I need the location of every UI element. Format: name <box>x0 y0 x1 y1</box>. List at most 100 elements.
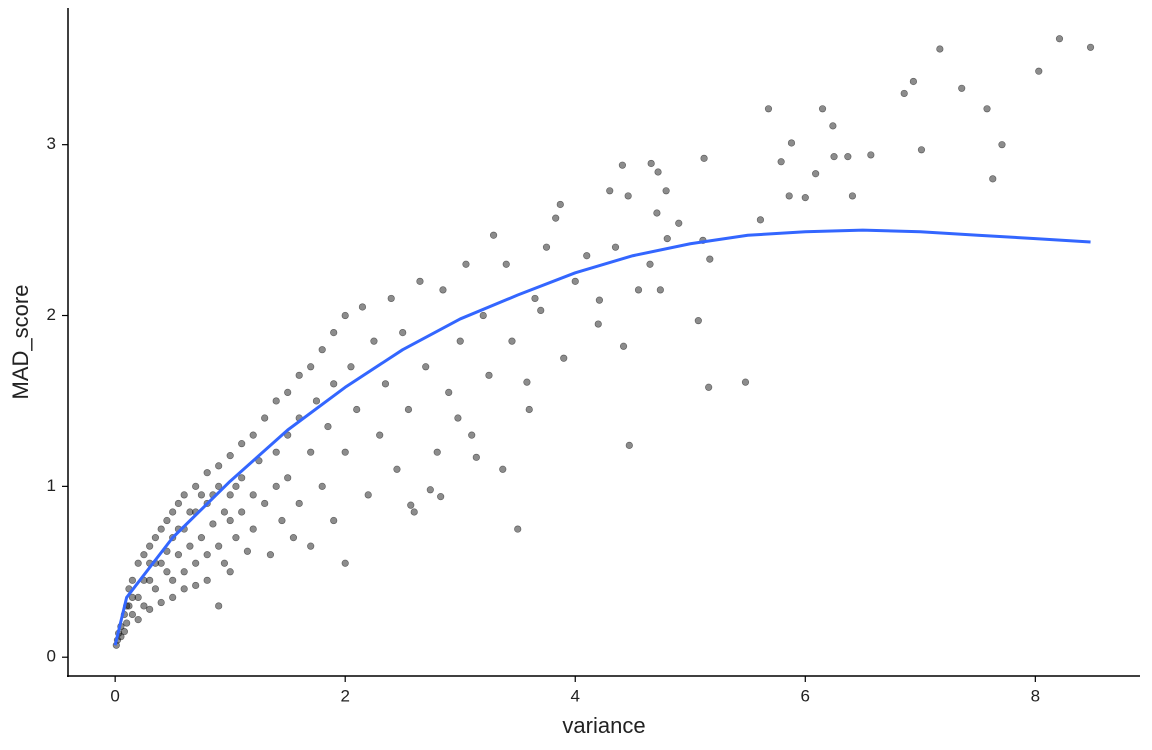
point <box>801 194 809 202</box>
point <box>989 175 997 183</box>
point <box>560 354 568 362</box>
point <box>284 388 292 396</box>
point <box>917 146 926 154</box>
point <box>180 568 188 576</box>
point <box>134 593 142 602</box>
point <box>531 294 539 303</box>
point <box>226 516 234 525</box>
point <box>232 482 240 490</box>
y-axis-title: MAD_score <box>8 285 33 400</box>
point <box>741 378 750 386</box>
point <box>146 605 154 613</box>
point <box>266 551 275 559</box>
point <box>272 448 280 456</box>
point <box>583 252 591 260</box>
point <box>358 303 367 311</box>
point <box>437 493 445 501</box>
point <box>215 542 223 550</box>
point <box>556 200 564 209</box>
point <box>663 235 671 243</box>
point <box>656 286 664 294</box>
point <box>307 363 315 371</box>
point <box>958 84 966 92</box>
point <box>341 559 349 567</box>
x-tick-label: 8 <box>1031 686 1040 705</box>
point <box>238 508 246 516</box>
point <box>634 286 643 294</box>
point <box>307 542 315 550</box>
point <box>829 122 837 130</box>
point <box>140 551 148 559</box>
point <box>611 243 620 251</box>
point <box>900 89 908 98</box>
point <box>619 342 628 350</box>
x-tick-label: 4 <box>571 686 580 705</box>
point <box>646 260 654 268</box>
point <box>595 296 603 304</box>
point <box>867 151 875 159</box>
point <box>818 105 827 113</box>
point <box>785 192 793 200</box>
point <box>341 311 349 320</box>
point <box>654 168 662 176</box>
point <box>330 329 338 337</box>
point <box>462 260 470 268</box>
point <box>163 568 171 576</box>
point <box>404 405 413 414</box>
point <box>128 610 137 619</box>
point <box>662 187 670 195</box>
point <box>387 294 395 303</box>
fit-line <box>113 228 1091 646</box>
point <box>186 542 194 550</box>
point <box>700 154 708 162</box>
point <box>243 547 252 555</box>
point <box>523 378 531 386</box>
point <box>489 231 498 239</box>
point <box>180 585 188 593</box>
y-tick-label: 2 <box>47 305 56 324</box>
point <box>146 542 154 550</box>
point <box>777 158 785 166</box>
point <box>249 491 257 499</box>
point <box>203 469 211 477</box>
point <box>330 380 338 388</box>
point <box>426 486 434 494</box>
y-tick-label: 0 <box>47 647 56 666</box>
point <box>192 559 200 567</box>
point <box>625 441 633 449</box>
point <box>169 508 177 516</box>
point <box>983 105 991 113</box>
point <box>764 105 773 113</box>
point <box>209 520 217 528</box>
point <box>226 452 234 460</box>
point <box>909 77 918 86</box>
point <box>232 534 240 542</box>
point <box>353 405 361 414</box>
point <box>134 616 142 624</box>
point <box>307 448 315 456</box>
point <box>364 491 372 499</box>
point <box>433 448 441 456</box>
point <box>146 576 154 584</box>
point <box>312 397 321 405</box>
point <box>238 440 246 448</box>
point <box>514 525 522 533</box>
point <box>318 346 326 354</box>
point <box>694 317 702 325</box>
point <box>215 462 223 470</box>
point <box>468 431 476 439</box>
point <box>454 414 462 422</box>
point <box>370 337 378 345</box>
point <box>542 243 551 251</box>
point <box>998 141 1006 149</box>
point <box>180 491 188 499</box>
point <box>261 499 269 508</box>
point <box>675 219 683 227</box>
point <box>472 453 480 461</box>
point <box>261 414 269 422</box>
point <box>289 534 298 542</box>
point <box>393 465 401 473</box>
point <box>134 559 142 567</box>
point <box>812 170 820 178</box>
